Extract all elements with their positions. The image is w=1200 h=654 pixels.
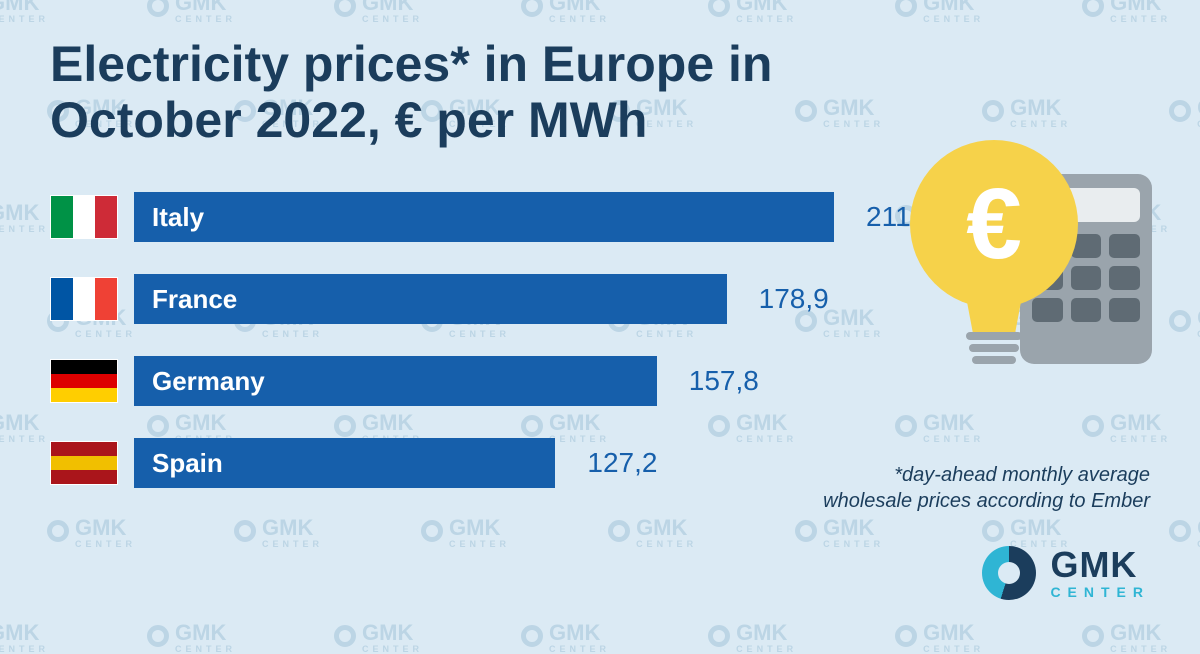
lightbulb-icon: € (910, 140, 1080, 308)
bar-row: Italy211,3 (50, 192, 930, 242)
bar-row: Spain 127,2 (50, 438, 930, 488)
flag-icon (50, 195, 118, 239)
bar-row: France 178,9 (50, 274, 930, 324)
bar: Spain (134, 438, 555, 488)
gmk-logo: GMK CENTER (982, 546, 1150, 600)
logo-subtext: CENTER (1050, 585, 1150, 599)
euro-symbol: € (966, 174, 1022, 274)
footnote-line1: *day-ahead monthly average (823, 462, 1150, 488)
bulb-calculator-illustration: € (910, 140, 1160, 390)
footnote: *day-ahead monthly average wholesale pri… (823, 462, 1150, 514)
bar-label: Spain (152, 448, 223, 479)
bar-row: Germany 157,8 (50, 356, 930, 406)
flag-icon (50, 277, 118, 321)
bar-label: Italy (152, 202, 204, 233)
flag-icon (50, 441, 118, 485)
bar-chart: Italy211,3 France 178,9 Germany 157,8 Spain 12… (50, 192, 930, 488)
bar-value: 178,9 (759, 283, 829, 315)
bar-label: France (152, 284, 237, 315)
bar: Italy (134, 192, 834, 242)
bar-value: 157,8 (689, 365, 759, 397)
infographic-content: Electricity prices* in Europe in October… (0, 0, 1200, 630)
chart-title: Electricity prices* in Europe in October… (50, 36, 870, 148)
bar-label: Germany (152, 366, 265, 397)
logo-text: GMK (1050, 547, 1150, 583)
bar-value: 127,2 (587, 447, 657, 479)
logo-ring-icon (982, 546, 1036, 600)
bar: Germany (134, 356, 657, 406)
bar: France (134, 274, 727, 324)
flag-icon (50, 359, 118, 403)
footnote-line2: wholesale prices according to Ember (823, 488, 1150, 514)
